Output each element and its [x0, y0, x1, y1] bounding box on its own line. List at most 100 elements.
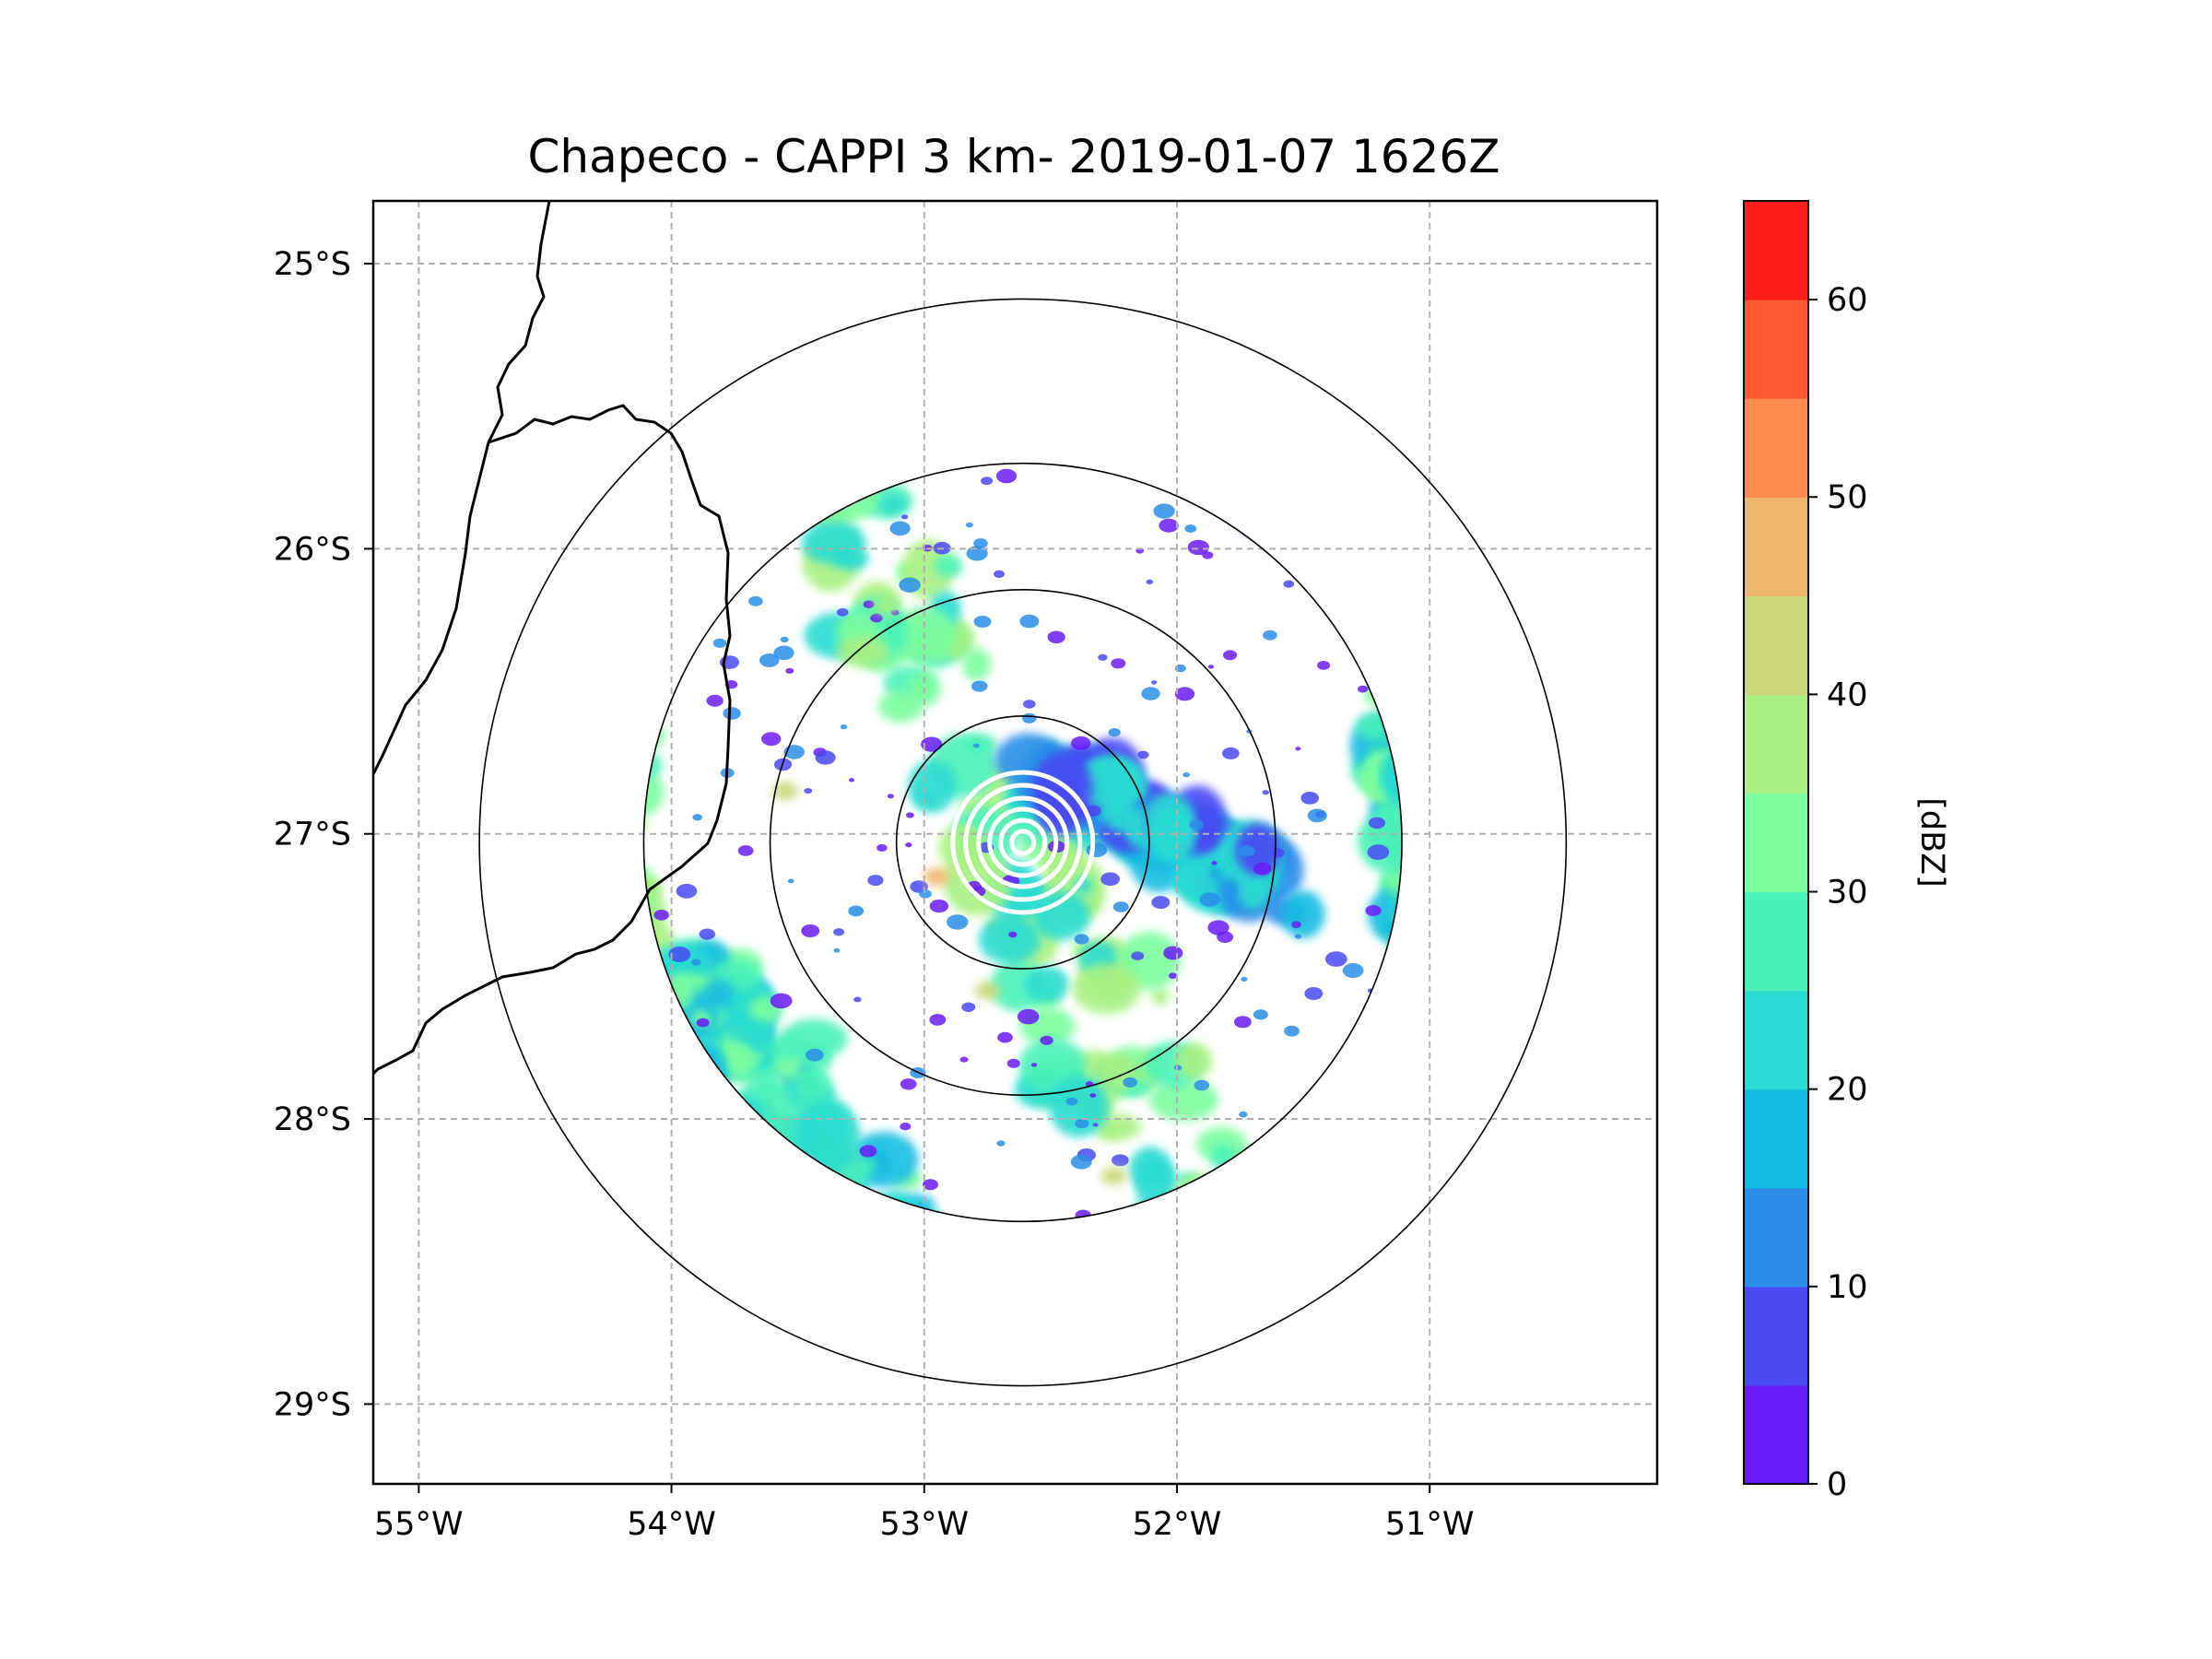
- reflectivity-cell: [558, 882, 592, 922]
- reflectivity-cell: [1121, 1223, 1142, 1247]
- reflectivity-cell: [1390, 882, 1403, 935]
- reflectivity-echo: [1159, 518, 1179, 533]
- reflectivity-cell: [1238, 476, 1266, 499]
- reflectivity-echo: [1019, 614, 1040, 629]
- reflectivity-echo: [1065, 1097, 1078, 1106]
- reflectivity-cell: [1430, 690, 1455, 712]
- reflectivity-cell: [1218, 466, 1242, 487]
- reflectivity-cell: [1394, 727, 1403, 770]
- reflectivity-cell: [604, 876, 629, 901]
- reflectivity-echo: [1022, 712, 1037, 724]
- reflectivity-echo: [692, 814, 702, 821]
- reflectivity-echo: [833, 928, 845, 936]
- reflectivity-echo: [804, 788, 813, 794]
- colorbar: 0 10 20 30 40 50 60 [dBZ]: [1743, 200, 1950, 1503]
- reflectivity-echo: [1173, 1065, 1182, 1071]
- reflectivity-cell: [584, 950, 631, 994]
- reflectivity-cell: [603, 806, 628, 825]
- reflectivity-cell: [1263, 475, 1300, 509]
- reflectivity-echo: [1295, 747, 1301, 751]
- reflectivity-echo: [1017, 1008, 1040, 1025]
- reflectivity-echo: [1071, 735, 1091, 750]
- reflectivity-cell: [603, 867, 627, 888]
- x-tick-label: 52°W: [1133, 1506, 1222, 1543]
- reflectivity-cell: [1175, 434, 1207, 457]
- reflectivity-echo: [1108, 728, 1121, 737]
- reflectivity-echo: [759, 653, 780, 667]
- reflectivity-cell: [1445, 756, 1476, 780]
- reflectivity-cell: [597, 975, 635, 1017]
- reflectivity-cell: [1100, 1113, 1141, 1140]
- reflectivity-echo: [863, 600, 875, 608]
- reflectivity-cell: [1150, 988, 1171, 1005]
- reflectivity-cell: [1443, 843, 1488, 891]
- reflectivity-cell: [1153, 463, 1218, 490]
- reflectivity-cell: [780, 1203, 823, 1222]
- reflectivity-cell: [1425, 748, 1483, 802]
- reflectivity-cell: [1442, 733, 1468, 757]
- reflectivity-echo: [1112, 1154, 1129, 1167]
- reflectivity-echo: [770, 993, 793, 1009]
- reflectivity-cell: [1170, 1173, 1236, 1222]
- reflectivity-core: [974, 981, 1001, 1000]
- reflectivity-cell: [1390, 688, 1403, 766]
- reflectivity-echo: [783, 745, 805, 759]
- reflectivity-cell: [1212, 463, 1238, 477]
- reflectivity-echo: [1262, 790, 1270, 795]
- reflectivity-cell: [1174, 430, 1214, 458]
- reflectivity-cell: [1453, 792, 1488, 830]
- reflectivity-cell: [1121, 1236, 1160, 1272]
- reflectivity-cell: [591, 880, 626, 909]
- reflectivity-echo: [785, 667, 794, 675]
- x-tick-label: 53°W: [879, 1506, 969, 1543]
- reflectivity-cell: [1418, 731, 1465, 762]
- reflectivity-cell: [643, 667, 651, 742]
- reflectivity-echo: [1367, 844, 1390, 860]
- reflectivity-core: [1100, 1166, 1127, 1185]
- reflectivity-echo: [1153, 503, 1175, 519]
- chart-title: Chapeco - CAPPI 3 km- 2019-01-07 1626Z: [528, 130, 1500, 183]
- reflectivity-cell: [618, 751, 643, 778]
- reflectivity-cell: [1173, 868, 1198, 893]
- reflectivity-cell: [1212, 463, 1243, 491]
- reflectivity-echo: [981, 477, 994, 486]
- reflectivity-cell: [1241, 471, 1278, 510]
- reflectivity-cell: [748, 1027, 773, 1054]
- reflectivity-cell: [525, 548, 546, 568]
- reflectivity-echo: [1222, 747, 1240, 759]
- reflectivity-cell: [498, 623, 560, 688]
- x-axis-ticks: 55°W 54°W 53°W 52°W 51°W: [374, 1484, 1475, 1543]
- axes-frame: [371, 199, 1659, 1486]
- reflectivity-cell: [1388, 918, 1403, 971]
- reflectivity-cell: [1458, 906, 1490, 929]
- reflectivity-cell: [1398, 878, 1403, 946]
- x-tick-label: 54°W: [627, 1506, 716, 1543]
- reflectivity-cell: [1209, 463, 1230, 480]
- y-tick-label: 26°S: [274, 531, 351, 568]
- political-boundaries: [373, 201, 732, 1076]
- reflectivity-echo: [1304, 987, 1324, 1000]
- reflectivity-echo: [1074, 934, 1089, 945]
- reflectivity-cell: [1074, 876, 1093, 895]
- reflectivity-echo: [994, 570, 1005, 579]
- reflectivity-cell: [1380, 746, 1403, 807]
- reflectivity-echo: [1006, 1058, 1020, 1068]
- reflectivity-cell: [568, 797, 638, 844]
- reflectivity-echo: [1270, 848, 1285, 858]
- reflectivity-cell: [1414, 768, 1469, 832]
- reflectivity-cell: [589, 617, 639, 658]
- reflectivity-cell: [806, 1251, 832, 1269]
- reflectivity-cell: [566, 923, 587, 940]
- reflectivity-cell: [1409, 898, 1464, 943]
- reflectivity-cell: [596, 842, 618, 867]
- reflectivity-cell: [1227, 463, 1255, 484]
- reflectivity-cell: [535, 765, 585, 808]
- reflectivity-cell: [549, 672, 576, 688]
- reflectivity-cell: [1422, 747, 1491, 824]
- reflectivity-cell: [1187, 419, 1237, 452]
- y-tick-label: 27°S: [274, 817, 351, 853]
- reflectivity-echo: [1223, 650, 1238, 661]
- reflectivity-cell: [643, 708, 651, 738]
- colorbar-tick-label: 30: [1827, 875, 1868, 912]
